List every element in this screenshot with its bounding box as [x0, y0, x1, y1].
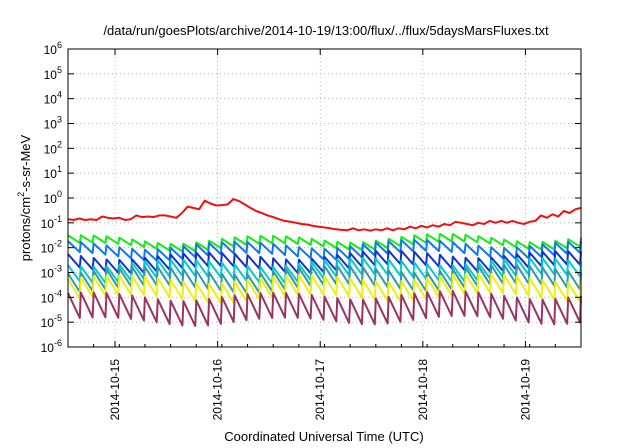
y-tick-label: 10-3: [41, 264, 62, 281]
y-tick-label: 103: [44, 115, 62, 132]
y-tick-label: 10-4: [41, 288, 62, 305]
series-line: [67, 272, 582, 305]
x-tick-label: 2014-10-16: [211, 359, 225, 421]
y-tick-label: 10-5: [41, 313, 62, 330]
chart-title: /data/run/goesPlots/archive/2014-10-19/1…: [103, 23, 549, 38]
y-axis: 10-6 10-5 10-4 10-3 10-2 10-1 100 101 102 103 104 1…: [41, 40, 581, 355]
y-tick-label: 100: [44, 189, 62, 206]
y-tick-label: 10-6: [41, 338, 62, 355]
x-tick-label: 2014-10-17: [313, 359, 327, 421]
x-axis-label: Coordinated Universal Time (UTC): [224, 429, 423, 444]
y-tick-label: 104: [44, 90, 62, 107]
x-tick-label: 2014-10-18: [416, 359, 430, 421]
y-tick-label: 102: [44, 139, 62, 156]
x-tick-label: 2014-10-15: [108, 359, 122, 421]
x-tick-label: 2014-10-19: [518, 359, 532, 421]
y-tick-label: 10-1: [41, 214, 62, 231]
series-line: [67, 290, 582, 327]
series-line: [67, 232, 582, 253]
y-tick-label: 106: [44, 40, 62, 57]
y-axis-label: protons/cm2-s-sr-MeV: [16, 134, 33, 261]
y-tick-label: 101: [44, 164, 62, 181]
series-line: [67, 198, 582, 232]
y-label-base: protons/cm: [18, 197, 33, 261]
y-label-sup: 2: [16, 192, 26, 197]
y-tick-label: 10-2: [41, 239, 62, 256]
series-layer: [67, 198, 582, 327]
x-axis: 2014-10-15 2014-10-16 2014-10-17 2014-10-18…: [67, 49, 582, 421]
y-tick-label: 105: [44, 65, 62, 82]
y-label-rest: -s-sr-MeV: [18, 134, 33, 191]
